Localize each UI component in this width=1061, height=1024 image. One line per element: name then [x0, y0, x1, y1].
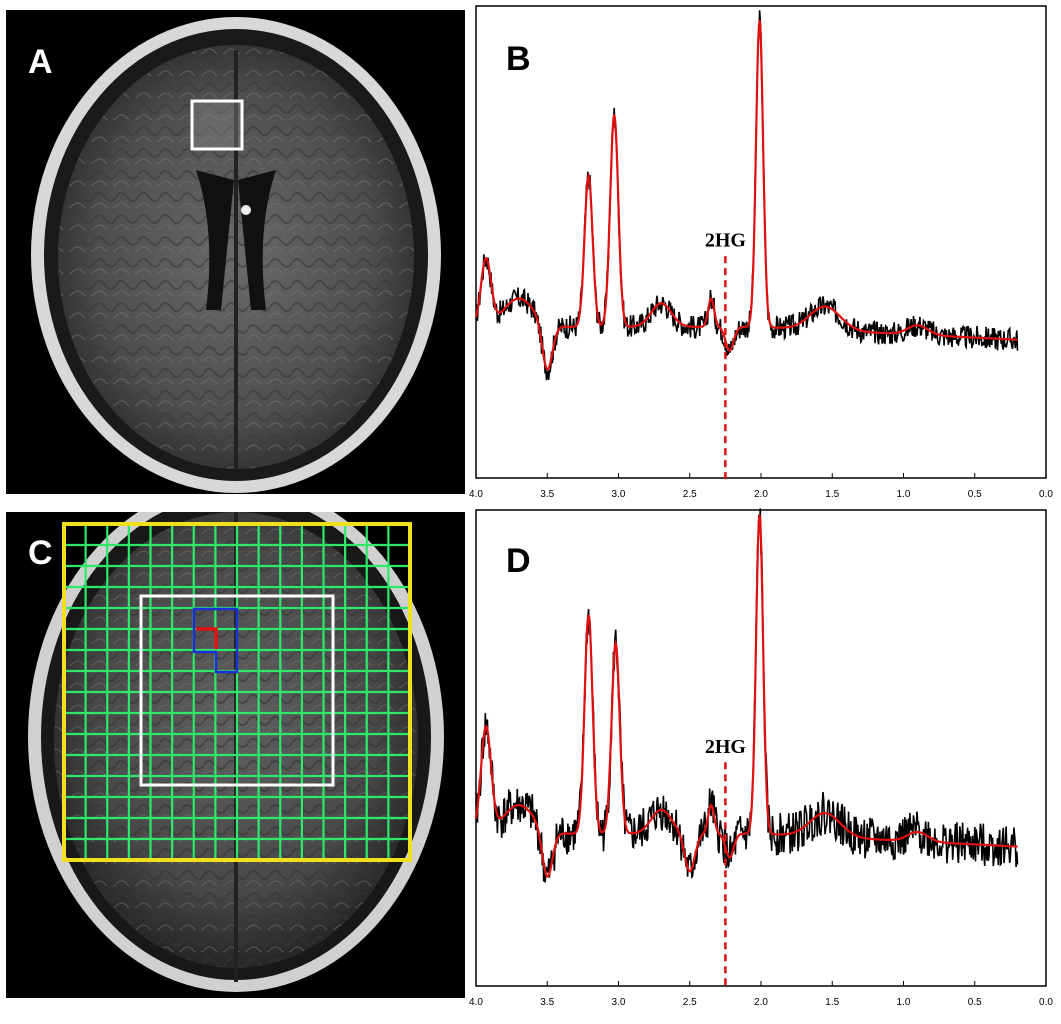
2hg-label: 2HG [705, 736, 747, 758]
x-tick-label: 0.5 [968, 997, 982, 1008]
x-tick-label: 3.5 [540, 997, 554, 1008]
panel-label-c: C [28, 534, 53, 572]
x-tick-label: 1.5 [825, 489, 839, 500]
2hg-label: 2HG [705, 230, 747, 252]
measured-spectrum-line [475, 508, 1019, 883]
fitted-spectrum-line [474, 20, 1018, 371]
x-tick-label: 2.0 [754, 489, 768, 500]
spectrum-chart-d: 4.0 3.5 3.0 2.5 2.0 1.5 1.0 0.5 0.0 2HG [469, 508, 1053, 1008]
x-tick-label: 4.0 [469, 489, 483, 500]
mri-image-a [31, 17, 441, 493]
voxel-box [190, 99, 244, 151]
plot-frame [475, 509, 1047, 987]
roi-red-voxel [196, 627, 218, 649]
x-tick-label: 4.0 [469, 997, 483, 1008]
ventricle-left [196, 170, 234, 310]
ventricle-right [238, 170, 276, 310]
spectrum-panel-b: 4.0 3.5 3.0 2.5 2.0 1.5 1.0 0.5 0.0 2HG B [469, 4, 1055, 504]
panel-label-d: D [506, 542, 531, 580]
x-tick-label: 2.0 [754, 997, 768, 1008]
roi-blue-outline [192, 607, 239, 674]
x-tick-label: 3.5 [540, 489, 554, 500]
panel-label-b: B [506, 40, 531, 78]
spectrum-panel-d: 4.0 3.5 3.0 2.5 2.0 1.5 1.0 0.5 0.0 2HG D [469, 508, 1055, 1013]
mri-panel-a: A [6, 10, 465, 494]
excitation-box [139, 594, 335, 787]
x-tick-label: 2.5 [683, 489, 697, 500]
x-tick-label: 1.5 [825, 997, 839, 1008]
spectrum-chart-b: 4.0 3.5 3.0 2.5 2.0 1.5 1.0 0.5 0.0 2HG [469, 5, 1053, 500]
x-tick-label: 0.0 [1039, 997, 1053, 1008]
grid-border [62, 522, 412, 862]
fitted-spectrum-line [474, 514, 1018, 878]
x-tick-label: 0.0 [1039, 489, 1053, 500]
x-tick-label: 3.0 [612, 997, 626, 1008]
x-tick-label: 2.5 [683, 997, 697, 1008]
x-tick-label: 1.0 [897, 489, 911, 500]
mri-panel-c: C [6, 512, 465, 998]
mri-image-c [28, 512, 444, 992]
x-tick-label: 0.5 [968, 489, 982, 500]
x-tick-label: 1.0 [897, 997, 911, 1008]
x-tick-label: 3.0 [612, 489, 626, 500]
panel-label-a: A [28, 43, 53, 81]
